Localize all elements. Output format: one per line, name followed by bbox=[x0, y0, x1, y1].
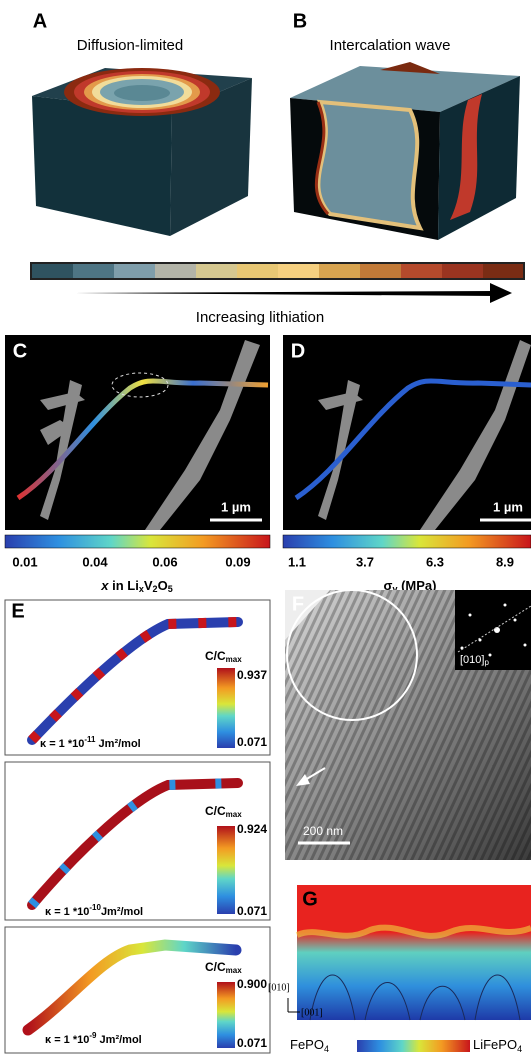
scale-label: 1 µm bbox=[221, 499, 251, 514]
particle bbox=[27, 778, 243, 910]
wave-front bbox=[316, 99, 424, 231]
panel-letter: B bbox=[293, 10, 307, 32]
axis-label: [001] bbox=[301, 1007, 323, 1018]
diffraction-spots bbox=[460, 603, 527, 657]
colorbar bbox=[282, 534, 531, 549]
colorbar bbox=[4, 534, 271, 549]
arrow-shaft bbox=[75, 291, 495, 296]
cube-top bbox=[290, 66, 520, 112]
colorbar-min: 0.071 bbox=[237, 1036, 267, 1050]
panel-letter: A bbox=[33, 10, 47, 32]
kappa-label: κ = 1 *10-9 Jm²/mol bbox=[45, 1031, 142, 1046]
fibers bbox=[40, 340, 260, 530]
colorbar-title: C/Cmax bbox=[205, 649, 242, 664]
colorbar-right: LiFePO4 bbox=[473, 1037, 522, 1054]
particle bbox=[27, 617, 243, 745]
interface bbox=[295, 924, 531, 939]
arrow-head bbox=[296, 774, 310, 786]
particle bbox=[22, 939, 242, 1036]
kappa-label: κ = 1 *10-10Jm²/mol bbox=[45, 903, 143, 918]
arrow-head bbox=[490, 283, 512, 303]
colorbar-min: 0.071 bbox=[237, 904, 267, 918]
kappa-label: κ = 1 *10-11 Jm²/mol bbox=[40, 735, 141, 750]
colorbar-tick: 3.7 bbox=[356, 554, 374, 569]
highlight bbox=[111, 372, 169, 398]
colorbar-tick: 0.01 bbox=[12, 554, 37, 569]
colorbar-max: 0.924 bbox=[237, 822, 267, 836]
colorbar-label: σv (MPa) bbox=[384, 578, 437, 594]
cube-right bbox=[170, 78, 252, 236]
circle-marker bbox=[286, 589, 418, 721]
colorbar-label: x in LixV2O5 bbox=[100, 578, 172, 594]
wire bbox=[294, 378, 531, 501]
colorbar-tick: 6.3 bbox=[426, 554, 444, 569]
colorbar bbox=[357, 1040, 470, 1052]
cube-top-corner bbox=[380, 62, 440, 74]
corner bbox=[285, 590, 330, 640]
colorbar-tick: 8.9 bbox=[496, 554, 514, 569]
panel-letter: E bbox=[11, 600, 24, 622]
colorbar-title: C/Cmax bbox=[205, 804, 242, 819]
panel-letter: D bbox=[291, 340, 305, 362]
rings bbox=[64, 68, 220, 116]
panel-letter: G bbox=[302, 888, 318, 910]
panel-letter: F bbox=[292, 593, 304, 615]
colorbar-left: FePO4 bbox=[290, 1037, 329, 1054]
phase-field bbox=[297, 885, 531, 1020]
colorbar-tick: 0.06 bbox=[152, 554, 177, 569]
colorbar-max: 0.937 bbox=[237, 668, 267, 682]
panel-title: Diffusion-limited bbox=[77, 37, 183, 54]
arrow-label: Increasing lithiation bbox=[196, 309, 324, 326]
panel-letter: C bbox=[13, 340, 27, 362]
domains bbox=[309, 974, 521, 1021]
fibers bbox=[318, 340, 531, 530]
colorbar-tick: 0.09 bbox=[225, 554, 250, 569]
inset-label: [010]p bbox=[460, 654, 489, 667]
colorbar-min: 0.071 bbox=[237, 735, 267, 749]
panel-title: Intercalation wave bbox=[330, 37, 451, 54]
lithiation-colorbar bbox=[30, 262, 525, 280]
wave-edge bbox=[314, 101, 330, 215]
axis-label: [010] bbox=[268, 982, 290, 993]
scale-label: 1 µm bbox=[493, 499, 523, 514]
colorbar-tick: 0.04 bbox=[82, 554, 108, 569]
cube-left bbox=[32, 96, 172, 236]
colorbar-tick: 1.1 bbox=[288, 554, 306, 569]
colorbar-max: 0.900 bbox=[237, 977, 267, 991]
wire bbox=[16, 378, 269, 501]
wave-right bbox=[450, 94, 482, 220]
scale-label: 200 nm bbox=[303, 824, 343, 838]
colorbar-title: C/Cmax bbox=[205, 960, 242, 975]
e-colorbars bbox=[217, 668, 235, 1048]
